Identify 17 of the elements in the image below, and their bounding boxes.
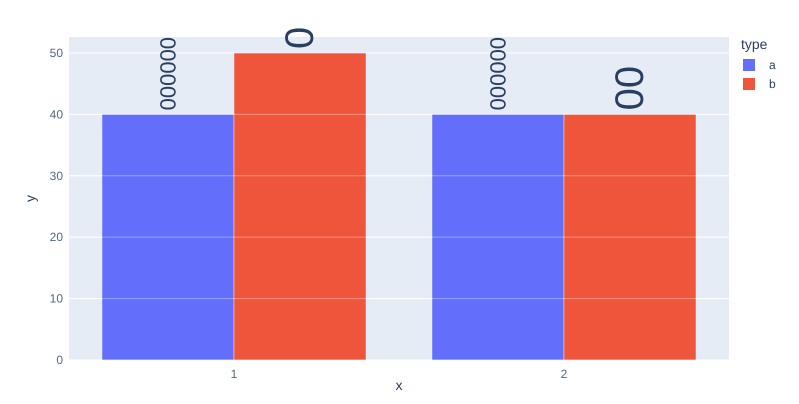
y-tick-label: 30 [50,168,64,183]
legend-label: b [769,77,776,91]
y-tick-label: 50 [50,46,64,60]
annotation: 00 [608,66,652,110]
annotation: 000000 [156,36,180,110]
annotation: 0 [278,26,322,49]
y-tick-label: 10 [50,292,64,306]
legend-title: type [741,36,768,52]
y-axis-title: y [22,195,38,202]
x-tick-label: 2 [560,367,568,381]
y-tick-label: 0 [56,353,64,367]
x-axis-title: x [396,377,402,393]
y-tick-label: 40 [50,107,64,122]
legend-label: a [769,58,776,72]
y-tick-label: 20 [50,230,64,244]
annotation: 000000 [486,36,510,110]
x-tick-label: 1 [230,367,238,381]
